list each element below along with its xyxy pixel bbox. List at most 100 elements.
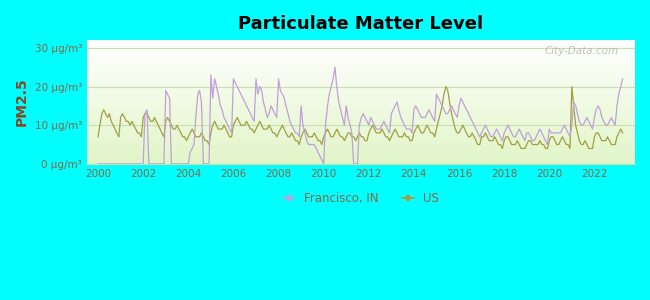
Bar [87, 47, 635, 48]
Bar [87, 105, 635, 106]
Bar [87, 84, 635, 85]
Bar [87, 134, 635, 135]
Bar [87, 74, 635, 75]
Bar [87, 131, 635, 132]
Bar [87, 46, 635, 47]
Bar [87, 115, 635, 116]
Bar [87, 153, 635, 154]
Bar [87, 126, 635, 127]
Bar [87, 79, 635, 80]
Bar [87, 148, 635, 149]
Bar [87, 49, 635, 50]
Bar [87, 162, 635, 163]
Bar [87, 85, 635, 86]
Bar [87, 117, 635, 118]
Bar [87, 58, 635, 59]
Bar [87, 66, 635, 67]
Bar [87, 120, 635, 121]
Bar [87, 142, 635, 143]
Bar [87, 147, 635, 148]
Bar [87, 98, 635, 99]
Bar [87, 53, 635, 54]
Bar [87, 128, 635, 129]
Bar [87, 160, 635, 161]
Bar [87, 104, 635, 105]
Bar [87, 133, 635, 134]
Bar [87, 75, 635, 76]
Bar [87, 158, 635, 159]
Bar [87, 55, 635, 56]
Bar [87, 136, 635, 137]
Bar [87, 110, 635, 111]
Bar [87, 64, 635, 65]
Bar [87, 44, 635, 45]
Title: Particulate Matter Level: Particulate Matter Level [239, 15, 484, 33]
Bar [87, 159, 635, 160]
Bar [87, 43, 635, 44]
Bar [87, 97, 635, 98]
Bar [87, 76, 635, 77]
Bar [87, 102, 635, 103]
Bar [87, 146, 635, 147]
Bar [87, 137, 635, 138]
Bar [87, 50, 635, 51]
Bar [87, 77, 635, 78]
Bar [87, 65, 635, 66]
Bar [87, 145, 635, 146]
Bar [87, 101, 635, 102]
Bar [87, 52, 635, 53]
Bar [87, 42, 635, 43]
Bar [87, 112, 635, 113]
Bar [87, 45, 635, 46]
Bar [87, 111, 635, 112]
Bar [87, 138, 635, 139]
Bar [87, 108, 635, 109]
Bar [87, 89, 635, 90]
Y-axis label: PM2.5: PM2.5 [15, 78, 29, 126]
Bar [87, 68, 635, 69]
Bar [87, 51, 635, 52]
Bar [87, 48, 635, 49]
Bar [87, 123, 635, 124]
Bar [87, 129, 635, 130]
Bar [87, 63, 635, 64]
Bar [87, 114, 635, 115]
Bar [87, 161, 635, 162]
Bar [87, 95, 635, 96]
Bar [87, 143, 635, 144]
Bar [87, 103, 635, 104]
Bar [87, 135, 635, 136]
Bar [87, 152, 635, 153]
Bar [87, 60, 635, 61]
Bar [87, 56, 635, 57]
Bar [87, 113, 635, 114]
Bar [87, 71, 635, 72]
Bar [87, 40, 635, 41]
Bar [87, 144, 635, 145]
Bar [87, 61, 635, 62]
Bar [87, 81, 635, 82]
Bar [87, 93, 635, 94]
Bar [87, 150, 635, 151]
Bar [87, 54, 635, 55]
Bar [87, 140, 635, 141]
Bar [87, 67, 635, 68]
Bar [87, 125, 635, 126]
Bar [87, 154, 635, 155]
Bar [87, 151, 635, 152]
Bar [87, 163, 635, 164]
Bar [87, 100, 635, 101]
Bar [87, 122, 635, 123]
Bar [87, 106, 635, 107]
Bar [87, 59, 635, 60]
Bar [87, 82, 635, 83]
Legend: Francisco, IN, US: Francisco, IN, US [278, 188, 444, 210]
Bar [87, 124, 635, 125]
Bar [87, 70, 635, 71]
Bar [87, 141, 635, 142]
Bar [87, 99, 635, 100]
Bar [87, 57, 635, 58]
Bar [87, 156, 635, 157]
Bar [87, 80, 635, 81]
Bar [87, 157, 635, 158]
